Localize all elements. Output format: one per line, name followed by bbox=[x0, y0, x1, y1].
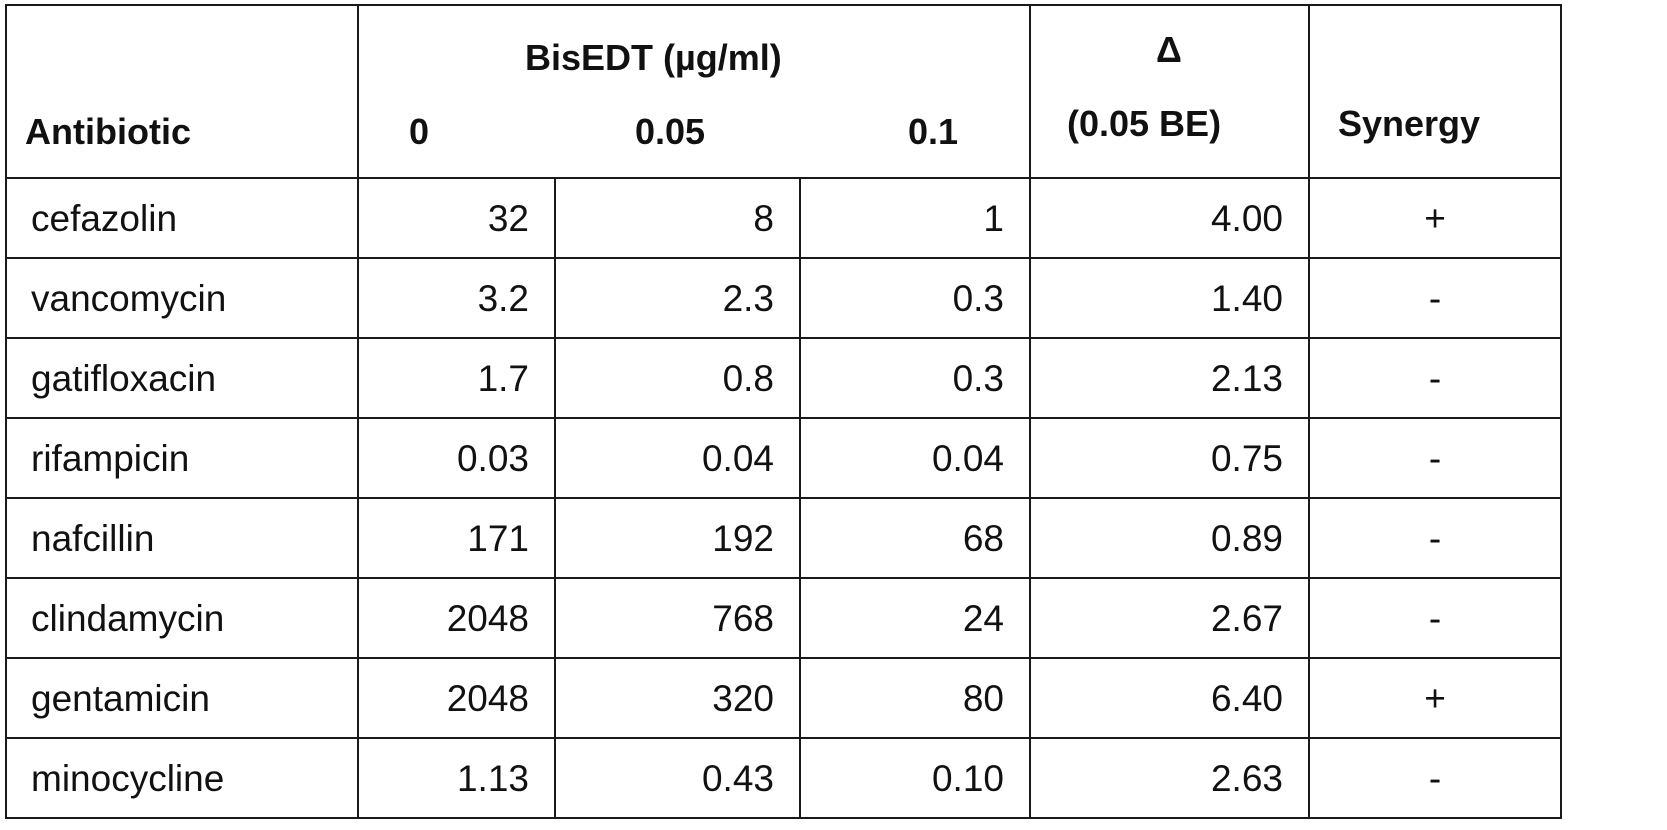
table-row: rifampicin 0.03 0.04 0.04 0.75- bbox=[5, 417, 1562, 499]
table-row: clindamycin 2048 768 24 2.67- bbox=[5, 577, 1562, 659]
antibiotic-name-cell: nafcillin bbox=[5, 497, 359, 579]
table-row: gentamicin 2048 320 80 6.40 + bbox=[5, 657, 1562, 739]
delta-cell: 2.13 bbox=[1029, 337, 1310, 419]
mic-0-05-cell: 320 bbox=[554, 657, 801, 739]
mic-0-1-cell: 0.10 bbox=[799, 737, 1031, 819]
mic-0-cell: 3.2 bbox=[357, 257, 556, 339]
header-synergy-cell: Synergy bbox=[1308, 4, 1562, 179]
mic-0-05-cell: 0.43 bbox=[554, 737, 801, 819]
mic-0-cell: 32 bbox=[357, 177, 556, 259]
header-synergy: Synergy bbox=[1338, 103, 1481, 144]
mic-0-05-cell: 768 bbox=[554, 577, 801, 659]
mic-0-05-cell: 0.8 bbox=[554, 337, 801, 419]
delta-cell: 4.00 bbox=[1029, 177, 1310, 259]
antibiotic-name-cell: gentamicin bbox=[5, 657, 359, 739]
header-delta-symbol: Δ bbox=[1156, 29, 1182, 70]
delta-cell: 2.63 bbox=[1029, 737, 1310, 819]
mic-0-1-cell: 80 bbox=[799, 657, 1031, 739]
mic-0-cell: 2048 bbox=[357, 577, 556, 659]
header-delta-cell: Δ (0.05 BE) bbox=[1029, 4, 1310, 179]
table-row: minocycline 1.13 0.43 0.10 2.63- bbox=[5, 737, 1562, 819]
header-conc-0: 0 bbox=[409, 111, 430, 152]
mic-0-cell: 2048 bbox=[357, 657, 556, 739]
mic-0-1-cell: 0.3 bbox=[799, 257, 1031, 339]
header-delta-sub: (0.05 BE) bbox=[1067, 103, 1222, 144]
synergy-cell: - bbox=[1308, 257, 1562, 339]
synergy-cell: + bbox=[1308, 657, 1562, 739]
table-row: gatifloxacin 1.7 0.8 0.3 2.13- bbox=[5, 337, 1562, 419]
delta-cell: 0.89 bbox=[1029, 497, 1310, 579]
mic-0-05-cell: 0.04 bbox=[554, 417, 801, 499]
antibiotic-synergy-table: Antibiotic BisEDT (µg/ml) 0 0.05 0.1 Δ (… bbox=[5, 4, 1562, 819]
header-bisedt-cell: BisEDT (µg/ml) 0 0.05 0.1 bbox=[357, 4, 1031, 179]
antibiotic-name-cell: minocycline bbox=[5, 737, 359, 819]
header-bisedt-group: BisEDT (µg/ml) bbox=[525, 37, 782, 78]
synergy-cell: - bbox=[1308, 497, 1562, 579]
antibiotic-name-cell: vancomycin bbox=[5, 257, 359, 339]
header-conc-0-1: 0.1 bbox=[908, 111, 959, 152]
delta-cell: 0.75 bbox=[1029, 417, 1310, 499]
synergy-cell: + bbox=[1308, 177, 1562, 259]
delta-cell: 1.40 bbox=[1029, 257, 1310, 339]
antibiotic-name-cell: gatifloxacin bbox=[5, 337, 359, 419]
table-row: vancomycin 3.2 2.3 0.3 1.40- bbox=[5, 257, 1562, 339]
synergy-cell: - bbox=[1308, 577, 1562, 659]
mic-0-cell: 1.7 bbox=[357, 337, 556, 419]
mic-0-cell: 171 bbox=[357, 497, 556, 579]
mic-0-05-cell: 2.3 bbox=[554, 257, 801, 339]
mic-0-1-cell: 68 bbox=[799, 497, 1031, 579]
mic-0-cell: 0.03 bbox=[357, 417, 556, 499]
antibiotic-name-cell: clindamycin bbox=[5, 577, 359, 659]
header-antibiotic-cell: Antibiotic bbox=[5, 4, 359, 179]
mic-0-1-cell: 1 bbox=[799, 177, 1031, 259]
synergy-cell: - bbox=[1308, 737, 1562, 819]
mic-0-cell: 1.13 bbox=[357, 737, 556, 819]
header-antibiotic: Antibiotic bbox=[25, 111, 191, 152]
antibiotic-name-cell: cefazolin bbox=[5, 177, 359, 259]
mic-0-1-cell: 0.04 bbox=[799, 417, 1031, 499]
mic-0-1-cell: 24 bbox=[799, 577, 1031, 659]
mic-0-05-cell: 192 bbox=[554, 497, 801, 579]
synergy-cell: - bbox=[1308, 417, 1562, 499]
header-row: Antibiotic BisEDT (µg/ml) 0 0.05 0.1 Δ (… bbox=[5, 4, 1562, 179]
table-row: cefazolin 32 8 1 4.00 + bbox=[5, 177, 1562, 259]
mic-0-1-cell: 0.3 bbox=[799, 337, 1031, 419]
header-conc-0-05: 0.05 bbox=[635, 111, 706, 152]
antibiotic-name-cell: rifampicin bbox=[5, 417, 359, 499]
mic-0-05-cell: 8 bbox=[554, 177, 801, 259]
synergy-cell: - bbox=[1308, 337, 1562, 419]
delta-cell: 6.40 bbox=[1029, 657, 1310, 739]
table-row: nafcillin 171 192 68 0.89- bbox=[5, 497, 1562, 579]
delta-cell: 2.67 bbox=[1029, 577, 1310, 659]
